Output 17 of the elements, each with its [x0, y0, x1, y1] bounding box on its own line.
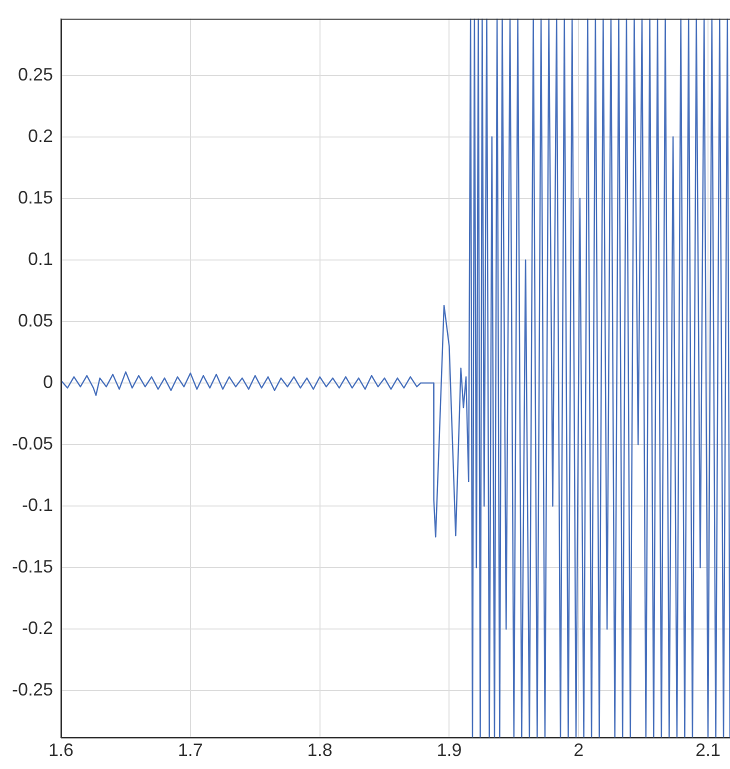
- y-tick-label: -0.1: [22, 495, 54, 516]
- x-tick-label: 2.1: [695, 740, 721, 760]
- y-tick-label: 0.25: [18, 64, 54, 84]
- y-tick-label: 0.15: [18, 187, 54, 208]
- y-tick-label: -0.05: [12, 434, 54, 454]
- x-tick-label: 2: [574, 740, 584, 760]
- x-tick-label: 1.7: [178, 740, 203, 760]
- y-tick-label: 0.1: [28, 248, 54, 269]
- y-tick-label: 0: [43, 372, 54, 392]
- y-tick-label: -0.15: [12, 556, 54, 577]
- x-tick-label: 1.6: [48, 740, 74, 760]
- x-tick-label: 1.9: [436, 740, 462, 760]
- y-tick-label: -0.2: [22, 618, 54, 638]
- y-tick-label: 0.05: [18, 310, 54, 330]
- y-tick-label: -0.25: [12, 680, 54, 700]
- x-tick-label: 1.8: [307, 740, 332, 760]
- y-tick-label: 0.2: [28, 126, 54, 146]
